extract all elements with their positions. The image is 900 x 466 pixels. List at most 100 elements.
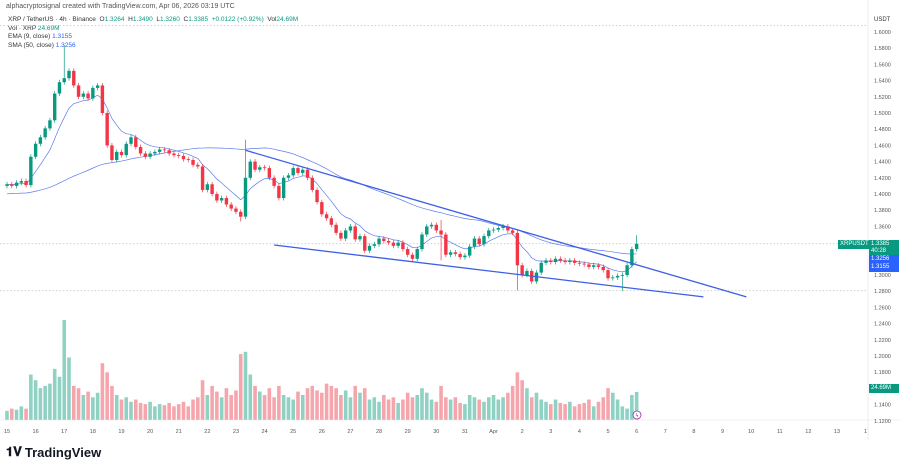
date-tick: 2: [521, 429, 524, 435]
price-tick: 1.5200: [874, 95, 891, 101]
volume-bar: [81, 395, 86, 420]
volume-bar: [367, 399, 372, 420]
last-price: 1.3385: [871, 241, 890, 247]
low-value: 1.3260: [159, 16, 180, 23]
sma-label: SMA (50, close): [8, 41, 54, 49]
price-tick: 1.2400: [874, 322, 891, 328]
volume-bar: [382, 395, 386, 420]
volume-bar: [339, 395, 343, 420]
volume-bar: [606, 388, 610, 420]
candle-body: [429, 224, 434, 227]
guide-lines: [0, 25, 868, 292]
candle-body: [215, 194, 219, 201]
candle-body: [558, 258, 563, 261]
price-tick: 1.5000: [874, 111, 891, 117]
high-value: 1.3490: [132, 16, 153, 23]
volume-bar: [200, 380, 205, 420]
volume-bar: [196, 397, 200, 420]
sma-legend-row[interactable]: SMA (50, close) 1.3256: [8, 42, 298, 51]
candle-body: [219, 198, 224, 201]
tradingview-logo[interactable]: 𝟏𝐕 TradingView: [6, 444, 101, 460]
date-tick: 20: [147, 429, 153, 435]
candle-body: [200, 166, 205, 190]
volume-bar: [634, 391, 639, 420]
volume-bar: [296, 391, 300, 420]
symbol-price-tag: XRPUSDT: [838, 240, 871, 249]
candle-body: [315, 189, 319, 203]
volume-bar: [424, 392, 429, 420]
volume-bar: [315, 390, 319, 420]
candle-body: [487, 230, 491, 237]
volume-bar: [76, 388, 81, 420]
date-tick: 26: [319, 429, 325, 435]
date-tick: 22: [204, 429, 210, 435]
symbol-label: XRP / TetherUS · 4h · Binance: [8, 16, 96, 23]
volume-bar: [186, 406, 191, 420]
volume-bar: [348, 397, 353, 420]
candle-body: [549, 260, 553, 263]
candle-body: [467, 246, 472, 256]
candle-body: [191, 159, 195, 165]
candle-body: [48, 120, 52, 129]
bar-countdown: 40:28: [871, 248, 887, 254]
candle-body: [606, 270, 610, 279]
candle-body: [286, 175, 291, 178]
volume-bar: [377, 401, 381, 420]
volume-bar: [501, 397, 505, 420]
price-tick: 1.1400: [874, 403, 891, 409]
candle-body: [229, 204, 233, 209]
price-tick: 1.5800: [874, 46, 891, 52]
volume-bar: [277, 385, 281, 420]
volume-bar: [234, 390, 238, 420]
price-tick: 1.6000: [874, 30, 891, 36]
volume-bar: [534, 392, 539, 420]
volume-bar: [486, 397, 491, 420]
candle-body: [572, 260, 577, 263]
volume-bar: [520, 380, 524, 420]
candle-body: [19, 181, 24, 183]
candle-body: [177, 155, 181, 156]
open-label: O: [99, 16, 105, 23]
date-tick: 23: [233, 429, 239, 435]
volume-bar: [119, 399, 124, 420]
date-tick: 17: [61, 429, 67, 435]
candle-body: [100, 85, 105, 113]
candle-body: [239, 211, 243, 217]
sma-value: 1.3256: [55, 41, 76, 49]
candle-body: [343, 230, 348, 239]
volume-bar: [48, 383, 52, 420]
candle-body: [267, 168, 272, 178]
date-tick: 5: [606, 429, 609, 435]
volume-bar: [71, 385, 76, 420]
volume-bar: [286, 397, 291, 420]
volume-bar: [420, 388, 424, 420]
volume-bar: [343, 390, 348, 420]
candle-body: [563, 260, 567, 263]
volume-bar: [253, 385, 257, 420]
candle-body: [615, 275, 620, 278]
volume-bar: [630, 395, 634, 420]
open-value: 1.3264: [104, 16, 125, 23]
price-tick: 1.1800: [874, 370, 891, 376]
candle-body: [510, 230, 515, 233]
symbol-legend-row[interactable]: XRP / TetherUS · 4h · Binance O1.3264 H1…: [8, 16, 298, 25]
candle-body: [24, 181, 28, 186]
candle-body: [124, 143, 128, 156]
candle-body: [415, 249, 419, 259]
volume-bar: [5, 410, 9, 420]
volume-bar: [95, 392, 100, 420]
volume-indicator-value: 24.69M: [37, 24, 60, 32]
candle-body: [29, 156, 33, 186]
ema-legend-row[interactable]: EMA (9, close) 1.3155: [8, 33, 298, 42]
candle-body: [167, 150, 171, 154]
close-value: 1.3385: [188, 16, 209, 23]
chart-header: alphacryptosignal created with TradingVi…: [6, 3, 235, 10]
candle-body: [281, 177, 286, 199]
volume-bar: [229, 395, 233, 420]
price-chart[interactable]: USDT 1.6000 1.5800 1.5600 1.5400 1.5200 1.500…: [0, 0, 900, 440]
volume-legend-row[interactable]: Vol · XRP 24.69M: [8, 25, 298, 34]
news-lightning-icon[interactable]: [632, 410, 642, 420]
volume-bar: [444, 397, 448, 420]
date-tick: 31: [462, 429, 468, 435]
date-tick: 30: [433, 429, 439, 435]
